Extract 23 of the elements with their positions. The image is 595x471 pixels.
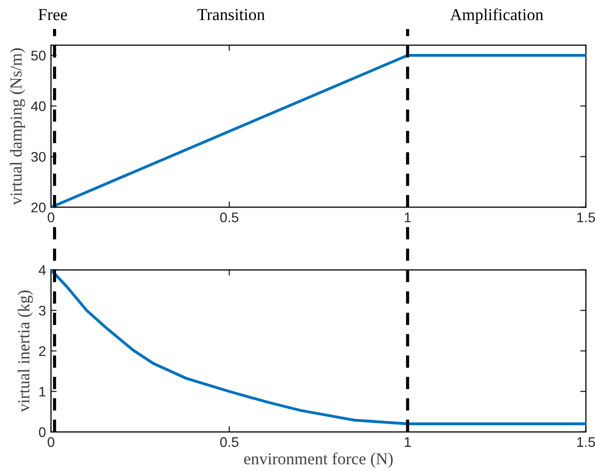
x-axis-title: environment force (N) xyxy=(244,452,393,468)
y-tick-label: 4 xyxy=(38,265,46,275)
y-tick-label: 1 xyxy=(39,386,46,396)
y-tick-label: 20 xyxy=(31,202,46,212)
y-tick-label: 0 xyxy=(38,427,46,438)
y-tick-label: 50 xyxy=(31,50,46,61)
y-axis-title: virtual inertia (kg) xyxy=(18,290,33,412)
y-axis-title: virtual damping (Ns/m) xyxy=(10,48,26,205)
y-tick-label: 40 xyxy=(31,101,46,112)
x-tick-label: 0 xyxy=(48,212,54,222)
x-tick-label: 1 xyxy=(404,212,411,222)
text: Amplification xyxy=(450,8,544,24)
x-tick-label: 1.5 xyxy=(577,212,595,222)
x-tick-label: 0.5 xyxy=(220,437,238,447)
text: Free xyxy=(38,9,68,20)
x-tick-label: 0 xyxy=(48,437,54,447)
y-tick-label: 30 xyxy=(31,152,46,162)
x-tick-label: 1.5 xyxy=(577,437,595,447)
y-tick-label: 2 xyxy=(39,346,46,356)
y-tick-label: 3 xyxy=(38,306,46,316)
x-tick-label: 0.5 xyxy=(220,212,238,222)
x-tick-label: 1 xyxy=(404,437,411,447)
text: Transition xyxy=(197,9,265,20)
